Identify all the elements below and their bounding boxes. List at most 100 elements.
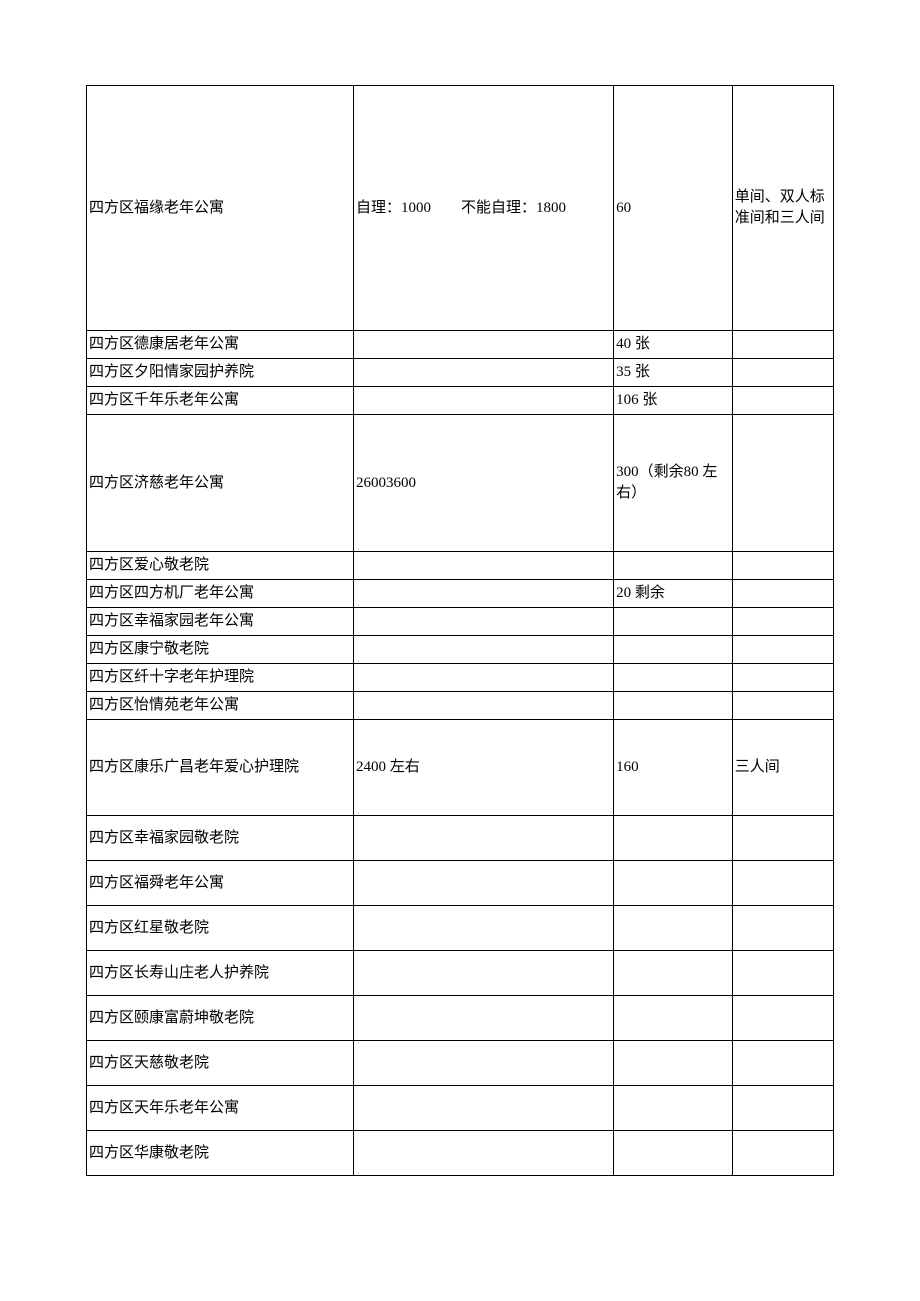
- facility-name-cell: 四方区福缘老年公寓: [87, 86, 354, 331]
- facility-name-cell: 四方区济慈老年公寓: [87, 415, 354, 552]
- room-type-cell: [732, 906, 833, 951]
- beds-cell: [614, 552, 733, 580]
- facility-name-cell: 四方区爱心敬老院: [87, 552, 354, 580]
- room-type-cell: 单间、双人标准间和三人间: [732, 86, 833, 331]
- beds-cell: [614, 1131, 733, 1176]
- beds-cell: [614, 816, 733, 861]
- facility-name-cell: 四方区夕阳情家园护养院: [87, 359, 354, 387]
- table-row: 四方区千年乐老年公寓 106 张: [87, 387, 834, 415]
- facility-name-cell: 四方区红星敬老院: [87, 906, 354, 951]
- price-cell: 2400 左右: [354, 720, 614, 816]
- table-body: 四方区福缘老年公寓自理：1000 不能自理：180060单间、双人标准间和三人间…: [87, 86, 834, 1176]
- beds-cell: 106 张: [614, 387, 733, 415]
- table-row: 四方区德康居老年公寓 40 张: [87, 331, 834, 359]
- room-type-cell: [732, 415, 833, 552]
- table-row: 四方区福舜老年公寓: [87, 861, 834, 906]
- facility-name-cell: 四方区千年乐老年公寓: [87, 387, 354, 415]
- table-row: 四方区颐康富蔚坤敬老院: [87, 996, 834, 1041]
- beds-cell: [614, 608, 733, 636]
- beds-cell: [614, 1041, 733, 1086]
- facility-name-cell: 四方区天年乐老年公寓: [87, 1086, 354, 1131]
- facility-name-cell: 四方区天慈敬老院: [87, 1041, 354, 1086]
- price-cell: [354, 608, 614, 636]
- table-row: 四方区红星敬老院: [87, 906, 834, 951]
- beds-cell: 20 剩余: [614, 580, 733, 608]
- table-row: 四方区夕阳情家园护养院 35 张: [87, 359, 834, 387]
- room-type-cell: [732, 331, 833, 359]
- beds-cell: 60: [614, 86, 733, 331]
- table-row: 四方区纤十字老年护理院: [87, 664, 834, 692]
- room-type-cell: [732, 664, 833, 692]
- price-cell: 26003600: [354, 415, 614, 552]
- price-cell: [354, 580, 614, 608]
- table-row: 四方区幸福家园老年公寓: [87, 608, 834, 636]
- room-type-cell: [732, 996, 833, 1041]
- beds-cell: 160: [614, 720, 733, 816]
- room-type-cell: [732, 387, 833, 415]
- room-type-cell: [732, 692, 833, 720]
- price-cell: [354, 951, 614, 996]
- facility-name-cell: 四方区德康居老年公寓: [87, 331, 354, 359]
- facility-name-cell: 四方区幸福家园老年公寓: [87, 608, 354, 636]
- table-row: 四方区幸福家园敬老院: [87, 816, 834, 861]
- room-type-cell: 三人间: [732, 720, 833, 816]
- beds-cell: [614, 692, 733, 720]
- facility-name-cell: 四方区四方机厂老年公寓: [87, 580, 354, 608]
- price-cell: [354, 692, 614, 720]
- price-cell: [354, 816, 614, 861]
- table-row: 四方区康乐广昌老年爱心护理院2400 左右160三人间: [87, 720, 834, 816]
- beds-cell: [614, 1086, 733, 1131]
- facility-name-cell: 四方区纤十字老年护理院: [87, 664, 354, 692]
- room-type-cell: [732, 816, 833, 861]
- room-type-cell: [732, 580, 833, 608]
- price-cell: 自理：1000 不能自理：1800: [354, 86, 614, 331]
- room-type-cell: [732, 861, 833, 906]
- room-type-cell: [732, 1086, 833, 1131]
- price-cell: [354, 1086, 614, 1131]
- price-cell: [354, 996, 614, 1041]
- facility-name-cell: 四方区华康敬老院: [87, 1131, 354, 1176]
- price-cell: [354, 387, 614, 415]
- facility-name-cell: 四方区幸福家园敬老院: [87, 816, 354, 861]
- table-row: 四方区四方机厂老年公寓 20 剩余: [87, 580, 834, 608]
- price-cell: [354, 664, 614, 692]
- beds-cell: [614, 636, 733, 664]
- facility-name-cell: 四方区康乐广昌老年爱心护理院: [87, 720, 354, 816]
- price-cell: [354, 359, 614, 387]
- beds-cell: [614, 906, 733, 951]
- price-cell: [354, 1131, 614, 1176]
- price-cell: [354, 906, 614, 951]
- beds-cell: 40 张: [614, 331, 733, 359]
- price-cell: [354, 861, 614, 906]
- beds-cell: [614, 951, 733, 996]
- price-cell: [354, 1041, 614, 1086]
- room-type-cell: [732, 1131, 833, 1176]
- facility-name-cell: 四方区福舜老年公寓: [87, 861, 354, 906]
- table-row: 四方区怡情苑老年公寓: [87, 692, 834, 720]
- table-row: 四方区华康敬老院: [87, 1131, 834, 1176]
- room-type-cell: [732, 1041, 833, 1086]
- beds-cell: [614, 664, 733, 692]
- table-row: 四方区福缘老年公寓自理：1000 不能自理：180060单间、双人标准间和三人间: [87, 86, 834, 331]
- table-row: 四方区康宁敬老院: [87, 636, 834, 664]
- facility-name-cell: 四方区长寿山庄老人护养院: [87, 951, 354, 996]
- table-row: 四方区长寿山庄老人护养院: [87, 951, 834, 996]
- beds-cell: 35 张: [614, 359, 733, 387]
- facility-name-cell: 四方区康宁敬老院: [87, 636, 354, 664]
- beds-cell: 300（剩余80 左右）: [614, 415, 733, 552]
- room-type-cell: [732, 636, 833, 664]
- table-row: 四方区济慈老年公寓26003600300（剩余80 左右）: [87, 415, 834, 552]
- facility-name-cell: 四方区怡情苑老年公寓: [87, 692, 354, 720]
- price-cell: [354, 636, 614, 664]
- facility-name-cell: 四方区颐康富蔚坤敬老院: [87, 996, 354, 1041]
- facilities-table: 四方区福缘老年公寓自理：1000 不能自理：180060单间、双人标准间和三人间…: [86, 85, 834, 1176]
- table-row: 四方区天年乐老年公寓: [87, 1086, 834, 1131]
- room-type-cell: [732, 552, 833, 580]
- beds-cell: [614, 861, 733, 906]
- table-row: 四方区天慈敬老院: [87, 1041, 834, 1086]
- room-type-cell: [732, 951, 833, 996]
- price-cell: [354, 552, 614, 580]
- price-cell: [354, 331, 614, 359]
- room-type-cell: [732, 608, 833, 636]
- table-row: 四方区爱心敬老院: [87, 552, 834, 580]
